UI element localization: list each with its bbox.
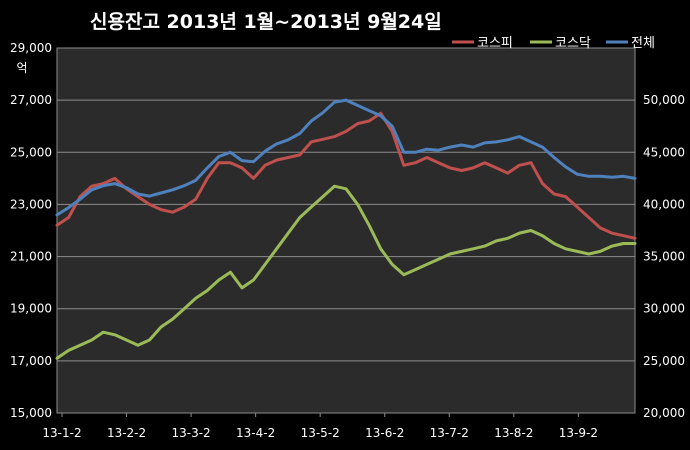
y-tick-label-right: 20,000 [643,406,685,420]
x-tick-label: 13-3-2 [171,426,210,440]
y-tick-label-left: 29,000 [10,41,52,55]
plot-background [57,48,635,413]
chart-title: 신용잔고 2013년 1월~2013년 9월24일 [90,11,442,33]
y-tick-label-left: 27,000 [10,93,52,107]
y-axis-label-left: 억 [16,61,27,75]
y-tick-label-left: 17,000 [10,354,52,368]
y-tick-label-left: 25,000 [10,145,52,159]
y-tick-label-left: 15,000 [10,406,52,420]
y-tick-label-left: 21,000 [10,250,52,264]
plot-area: 15,000 17,000 19,000 21,000 23,000 25,000 27,0… [10,41,685,440]
y-tick-label-left: 19,000 [10,302,52,316]
y-tick-label-right: 30,000 [643,302,685,316]
x-tick-label: 13-5-2 [301,426,340,440]
x-tick-label: 13-8-2 [494,426,533,440]
x-tick-label: 13-2-2 [107,426,146,440]
y-tick-label-right: 35,000 [643,250,685,264]
legend: 코스피 코스닥 전체 [452,36,655,51]
x-tick-label: 13-1-2 [42,426,81,440]
x-tick-label: 13-7-2 [430,426,469,440]
x-tick-label: 13-9-2 [559,426,598,440]
legend-label: 코스피 [477,36,513,51]
x-tick-label: 13-4-2 [236,426,275,440]
series-line-1 [55,111,637,240]
series-line-2 [55,184,637,360]
y-tick-label-right: 40,000 [643,197,685,211]
legend-label: 전체 [631,36,655,51]
legend-label: 코스닥 [555,36,591,51]
y-tick-label-right: 25,000 [643,354,685,368]
y-tick-label-right: 45,000 [643,145,685,159]
y-tick-label-right: 50,000 [643,93,685,107]
y-tick-label-left: 23,000 [10,197,52,211]
x-tick-label: 13-6-2 [365,426,404,440]
series-line-3 [55,98,637,217]
plot-border [56,47,636,414]
